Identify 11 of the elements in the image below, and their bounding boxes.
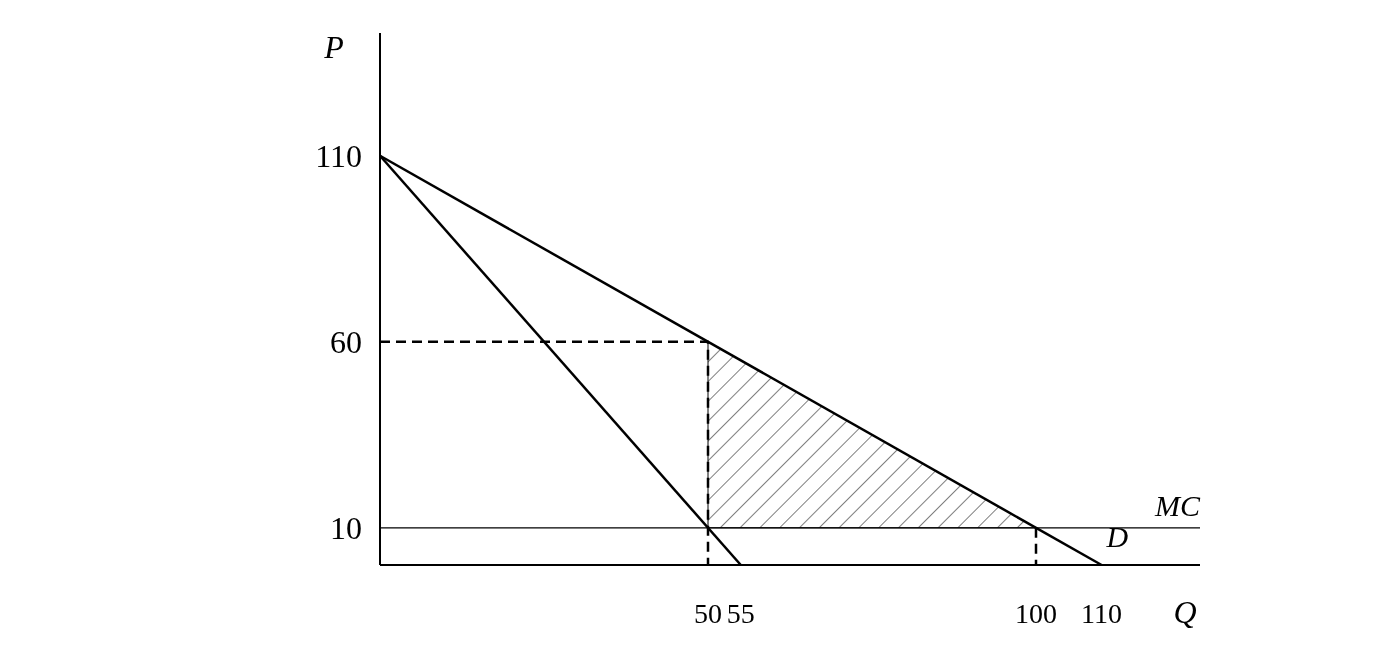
x-tick-label: 100: [1015, 598, 1057, 629]
y-tick-label: 110: [315, 137, 362, 174]
series-label: D: [1105, 520, 1129, 553]
x-tick-label: 110: [1081, 598, 1123, 629]
x-axis-title: Q: [1173, 594, 1197, 630]
ref-line-label: MC: [1154, 488, 1201, 522]
y-axis-title: P: [323, 29, 344, 65]
y-tick-label: 10: [330, 510, 362, 546]
x-tick-label: 50: [694, 598, 722, 629]
x-tick-label: 55: [726, 598, 755, 629]
y-tick-label: 60: [330, 323, 362, 360]
